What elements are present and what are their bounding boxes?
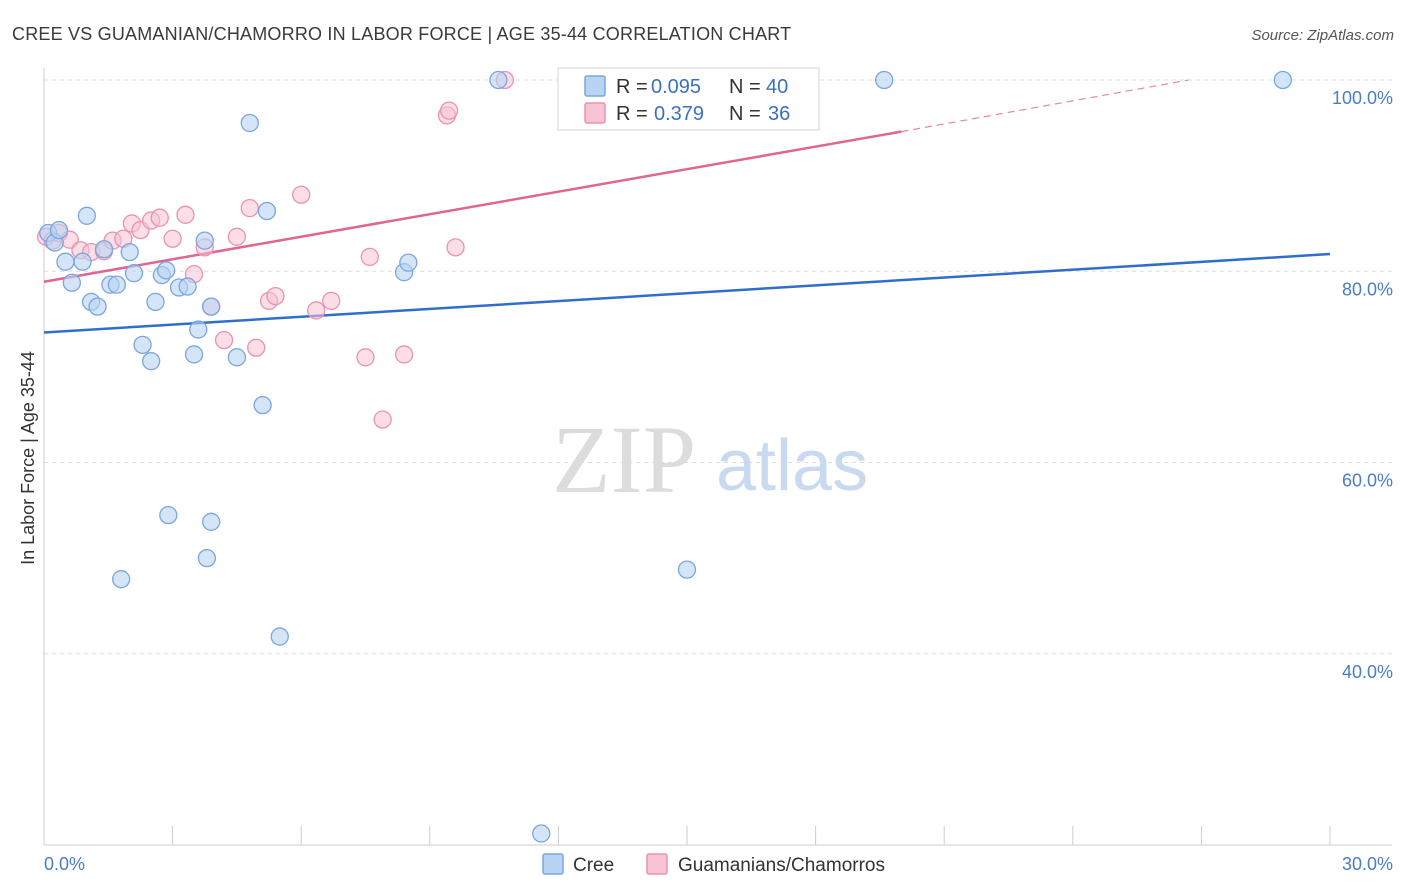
point-cree — [56, 252, 75, 271]
point-cree — [270, 627, 289, 646]
point-cree — [227, 348, 247, 367]
point-guamanian — [214, 330, 234, 350]
point-guamanian — [394, 345, 414, 364]
point-guamanian — [322, 291, 341, 311]
point-cree — [178, 277, 197, 296]
point-guamanian — [240, 198, 259, 218]
data-points — [36, 70, 1292, 843]
point-guamanian — [176, 205, 195, 224]
point-guamanian — [356, 348, 375, 367]
point-guamanian — [292, 185, 311, 204]
point-cree — [157, 261, 176, 280]
point-cree — [195, 231, 214, 250]
point-cree — [489, 70, 508, 90]
bottom-legend-label-guamanian: Guamanians/Chamorros — [678, 855, 885, 876]
point-guamanian — [373, 410, 392, 429]
point-guamanian — [150, 208, 169, 227]
point-guamanian — [446, 238, 465, 257]
legend-r-value-guamanian: 0.379 — [654, 103, 704, 125]
legend-r-label-guamanian: R = — [616, 103, 648, 125]
x-tick-label: 0.0% — [44, 854, 85, 874]
point-cree — [202, 297, 221, 316]
point-guamanian — [266, 286, 285, 306]
point-guamanian — [227, 227, 247, 246]
point-cree — [399, 253, 418, 272]
trend-line-cree — [43, 252, 1331, 334]
gridlines — [44, 79, 1392, 655]
point-cree — [184, 345, 204, 364]
point-cree — [62, 273, 82, 292]
point-guamanian — [439, 101, 459, 120]
point-cree — [88, 297, 107, 316]
point-cree — [73, 252, 92, 271]
bottom-legend-swatch-guamanian — [646, 853, 668, 875]
point-cree — [202, 512, 221, 531]
chart-title: CREE VS GUAMANIAN/CHAMORRO IN LABOR FORC… — [12, 24, 791, 44]
y-tick-label: 80.0% — [1342, 279, 1393, 299]
point-cree — [142, 351, 161, 371]
point-cree — [77, 206, 97, 225]
chart-source: Source: ZipAtlas.com — [1251, 27, 1394, 44]
point-cree — [159, 505, 178, 525]
watermark-zip: ZIP — [552, 406, 696, 513]
point-cree — [677, 560, 697, 579]
bottom-legend: Cree Guamanians/Chamorros — [542, 853, 885, 876]
y-tick-label: 60.0% — [1342, 471, 1393, 491]
trend-lines — [43, 79, 1331, 334]
axes: 40.0% 60.0% 80.0% 100.0% 0.0% 30.0% — [43, 68, 1393, 874]
point-guamanian — [247, 338, 266, 357]
bottom-legend-label-cree: Cree — [573, 855, 614, 876]
y-tick-label: 40.0% — [1342, 662, 1393, 682]
trend-line-guamanian-extension — [901, 79, 1189, 133]
y-tick-label: 100.0% — [1332, 88, 1393, 108]
legend-r-value-cree: 0.095 — [651, 76, 701, 98]
point-cree — [240, 113, 259, 133]
point-guamanian — [163, 229, 182, 248]
point-guamanian — [360, 247, 379, 267]
legend-n-label-cree: N = — [729, 76, 761, 98]
legend-swatch-cree — [584, 75, 606, 97]
bottom-legend-swatch-cree — [542, 853, 564, 875]
point-cree — [146, 292, 165, 312]
legend-n-value-guamanian: 36 — [768, 103, 790, 125]
point-cree — [189, 320, 208, 339]
legend-n-value-cree: 40 — [766, 76, 788, 98]
legend-r-label-cree: R = — [616, 76, 648, 98]
point-cree — [94, 240, 114, 259]
point-cree — [197, 548, 217, 568]
watermark-atlas: atlas — [716, 426, 868, 506]
trend-line-guamanian — [43, 130, 902, 284]
watermark: ZIP atlas — [552, 406, 868, 513]
point-cree — [124, 264, 144, 283]
point-guamanian — [307, 301, 326, 320]
point-cree — [107, 275, 127, 294]
point-cree — [532, 824, 551, 843]
point-cree — [112, 570, 131, 589]
point-cree — [875, 70, 894, 90]
point-cree — [1273, 70, 1292, 90]
point-cree — [257, 201, 277, 221]
legend-n-label-guamanian: N = — [729, 103, 761, 125]
legend-box: R = 0.095 N = 40 R = 0.379 N = 36 — [557, 67, 820, 131]
y-axis-label: In Labor Force | Age 35-44 — [18, 351, 38, 565]
point-cree — [133, 335, 152, 355]
point-cree — [253, 395, 272, 415]
point-cree — [120, 242, 139, 262]
legend-swatch-guamanian — [584, 102, 606, 124]
point-cree — [49, 220, 69, 240]
x-tick-label: 30.0% — [1342, 854, 1393, 874]
